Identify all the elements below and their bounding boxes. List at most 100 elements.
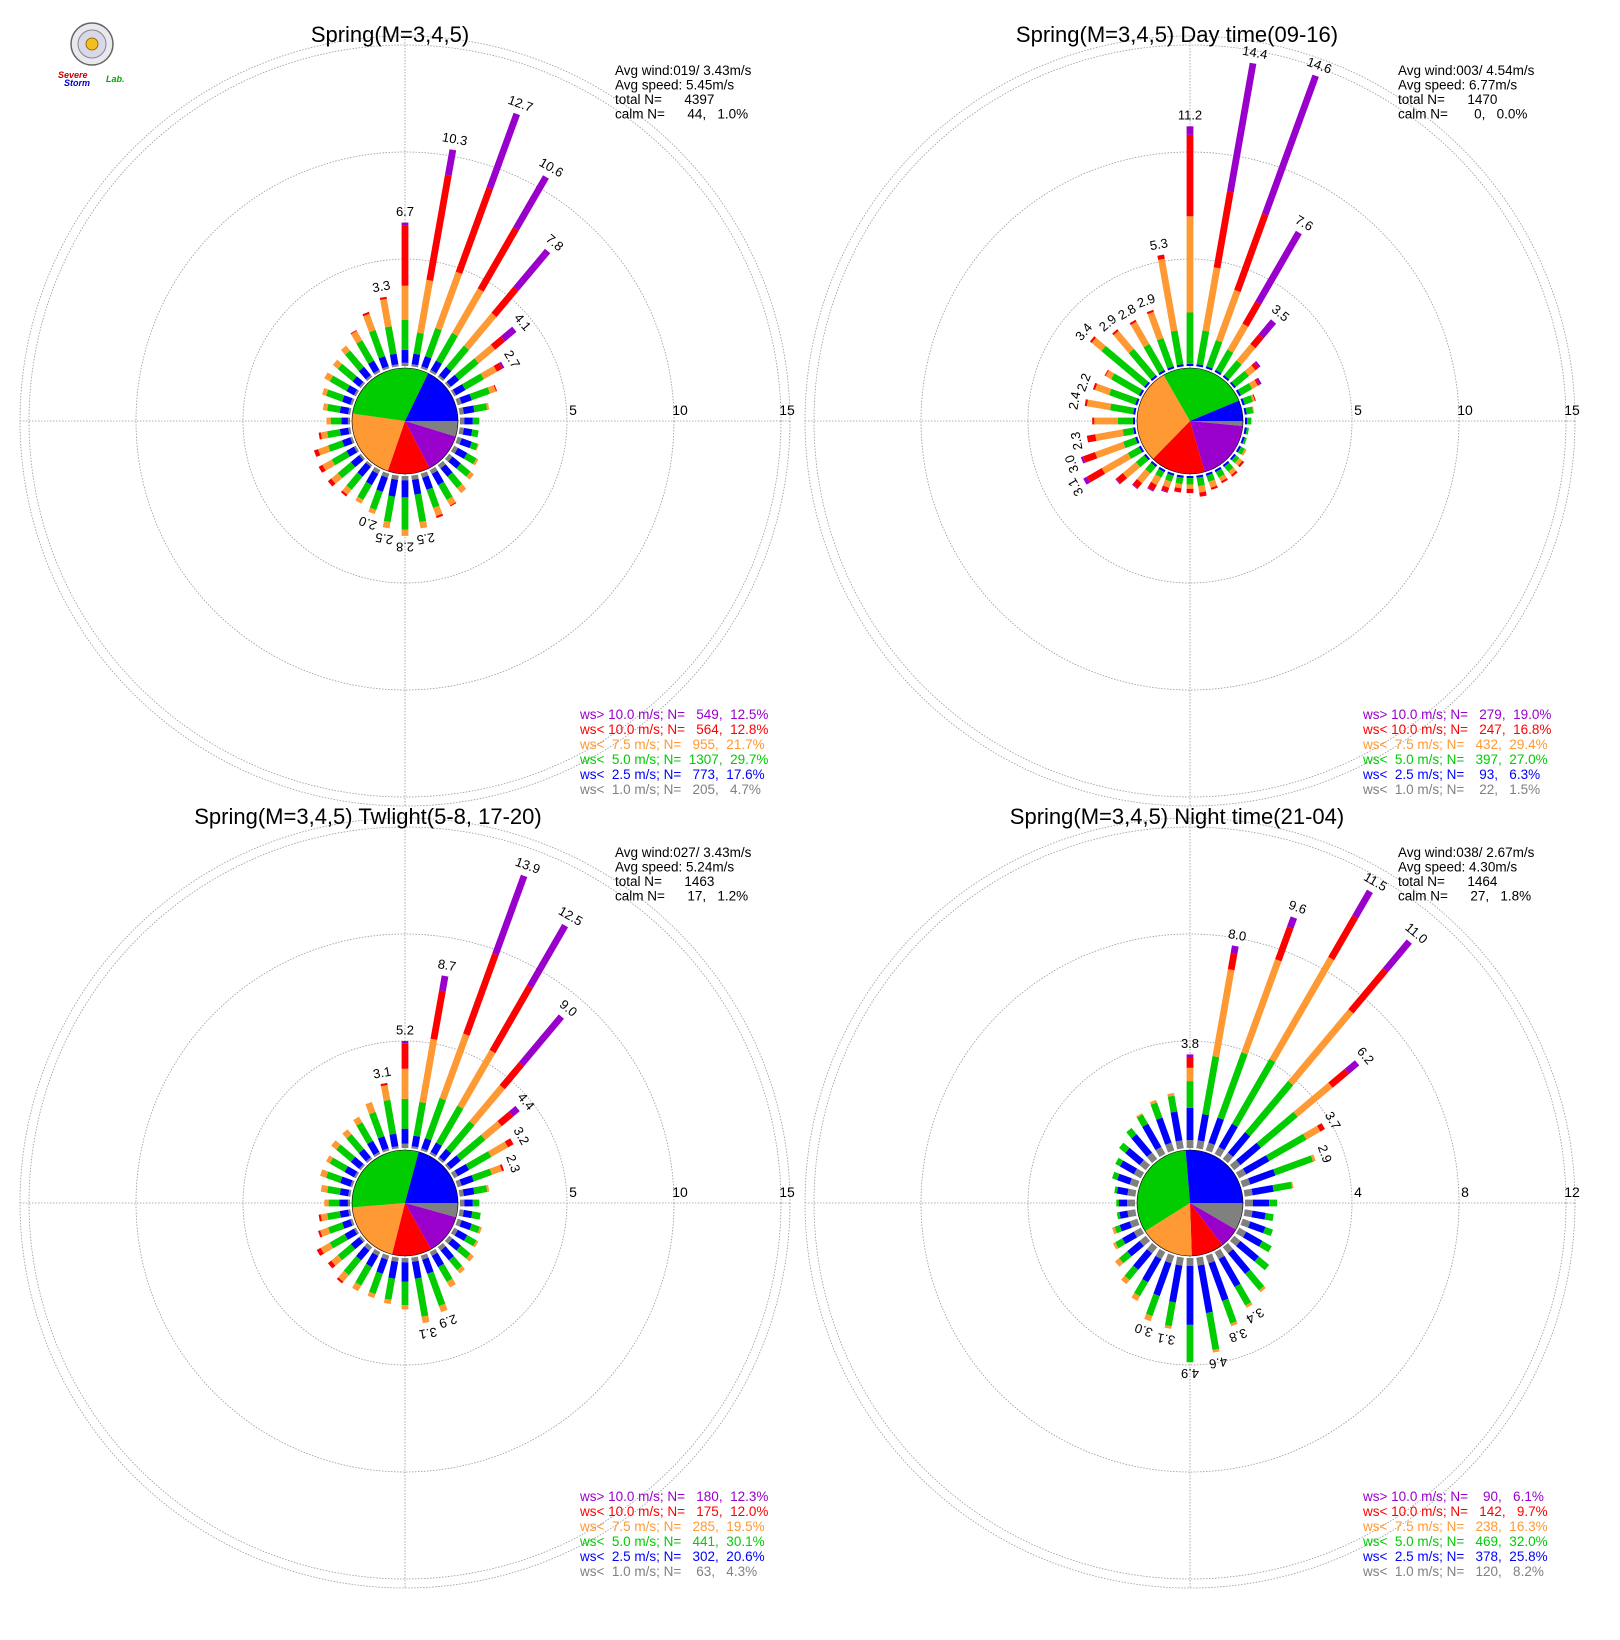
- petal-segment: [446, 496, 456, 506]
- petal-segment: [411, 478, 422, 495]
- petal-segment: [359, 1163, 366, 1171]
- petal-segment: [1092, 417, 1095, 425]
- legend-entry: ws> 10.0 m/s; N= 180, 12.3%: [579, 1489, 768, 1504]
- petal-segment: [1254, 378, 1260, 386]
- petal-segment: [1199, 491, 1207, 497]
- pie-slice: [352, 368, 429, 421]
- petal-segment: [1202, 267, 1221, 332]
- petal-segment: [1222, 460, 1230, 467]
- petal-segment: [1234, 1283, 1252, 1306]
- petal-segment: [444, 453, 453, 462]
- petal-segment: [1150, 460, 1158, 467]
- petal-segment: [320, 431, 329, 440]
- petal-segment: [362, 311, 370, 317]
- bar-value-label: 4.6: [1208, 1354, 1228, 1372]
- petal-segment: [421, 1315, 430, 1324]
- petal-segment: [1248, 1169, 1276, 1185]
- pie-slice: [1136, 1150, 1190, 1232]
- petal-segment: [1086, 434, 1097, 443]
- petal-segment: [1236, 1142, 1261, 1166]
- petal-segment: [1121, 1275, 1130, 1285]
- petal-segment: [1186, 1081, 1194, 1108]
- petal-segment: [1105, 370, 1115, 380]
- bar-value-label: 3.7: [1322, 1109, 1344, 1132]
- petal-segment: [313, 449, 321, 457]
- petal-segment: [343, 1256, 362, 1276]
- petal-segment: [1186, 312, 1194, 364]
- petal-segment: [383, 495, 396, 523]
- petal-segment: [1205, 471, 1213, 476]
- legend-entry: ws< 1.0 m/s; N= 63, 4.3%: [579, 1564, 757, 1579]
- petal-segment: [472, 417, 480, 425]
- petal-segment: [508, 1105, 520, 1117]
- petal-segment: [1237, 446, 1245, 455]
- petal-segment: [1245, 427, 1249, 435]
- petal-segment: [316, 1247, 324, 1256]
- petal-segment: [1256, 1111, 1298, 1148]
- petal-segment: [1197, 1264, 1213, 1314]
- pie-slice: [351, 413, 405, 472]
- pie-slice: [1163, 367, 1239, 421]
- petal-segment: [1241, 448, 1247, 456]
- petal-segment: [1212, 1348, 1220, 1353]
- legend-entry: ws< 2.5 m/s; N= 378, 25.8%: [1362, 1549, 1548, 1564]
- petal-segment: [350, 1156, 364, 1169]
- petal-segment: [1231, 470, 1238, 477]
- petal-segment: [1229, 1159, 1241, 1171]
- petal-segment: [1176, 474, 1184, 478]
- petal-segment: [1158, 466, 1166, 473]
- petal-segment: [336, 1144, 356, 1162]
- legend-entry: ws< 5.0 m/s; N= 1307, 29.7%: [579, 752, 768, 767]
- petal-segment: [1348, 968, 1388, 1014]
- stat-total: total N= 1470: [1398, 92, 1497, 107]
- petal-segment: [1094, 417, 1118, 425]
- petal-segment: [1115, 1238, 1126, 1249]
- ring-label: 15: [779, 1184, 795, 1200]
- petal-segment: [1146, 1152, 1158, 1164]
- petal-segment: [1227, 1249, 1251, 1274]
- petal-segment: [1089, 336, 1096, 343]
- petal-segment: [1146, 1293, 1160, 1317]
- petal-segment: [1230, 1321, 1238, 1327]
- ring-label: 5: [569, 402, 577, 418]
- petal-segment: [1186, 1067, 1194, 1082]
- petal-segment: [1196, 476, 1205, 487]
- petal-segment: [487, 385, 497, 394]
- petal-segment: [353, 445, 360, 453]
- legend-entry: ws< 7.5 m/s; N= 432, 29.4%: [1362, 737, 1548, 752]
- bar-value-label: 2.8: [396, 539, 414, 554]
- petal-segment: [401, 1258, 409, 1263]
- petal-segment: [391, 364, 399, 368]
- petal-segment: [1136, 1113, 1143, 1118]
- petal-segment: [401, 362, 409, 366]
- petal-segment: [401, 1068, 409, 1099]
- petal-segment: [1210, 485, 1218, 490]
- petal-segment: [1242, 1231, 1263, 1247]
- petal-segment: [1116, 1212, 1121, 1220]
- petal-segment: [1186, 1054, 1194, 1057]
- petal-segment: [413, 1101, 427, 1137]
- petal-segment: [499, 1062, 525, 1090]
- petal-segment: [1112, 329, 1119, 336]
- petal-segment: [419, 520, 428, 529]
- petal-segment: [1112, 1242, 1119, 1250]
- petal-segment: [1169, 1264, 1183, 1303]
- petal-segment: [381, 1085, 391, 1101]
- petal-segment: [1266, 1133, 1307, 1162]
- petal-segment: [1101, 345, 1149, 387]
- petal-segment: [466, 471, 474, 480]
- petal-segment: [1186, 484, 1194, 489]
- petal-segment: [1150, 1102, 1163, 1120]
- petal-segment: [1208, 1261, 1229, 1302]
- petal-segment: [1094, 441, 1126, 459]
- petal-segment: [1136, 1114, 1149, 1127]
- legend-entry: ws< 1.0 m/s; N= 205, 4.7%: [579, 782, 761, 797]
- petal-segment: [326, 389, 345, 402]
- petal-segment: [449, 502, 457, 507]
- petal-segment: [1149, 1099, 1157, 1105]
- petal-segment: [1086, 468, 1106, 483]
- petal-segment: [384, 1277, 396, 1300]
- petal-segment: [1230, 945, 1239, 955]
- petal-segment: [1170, 330, 1184, 366]
- bar-value-label: 3.1: [1156, 1330, 1176, 1348]
